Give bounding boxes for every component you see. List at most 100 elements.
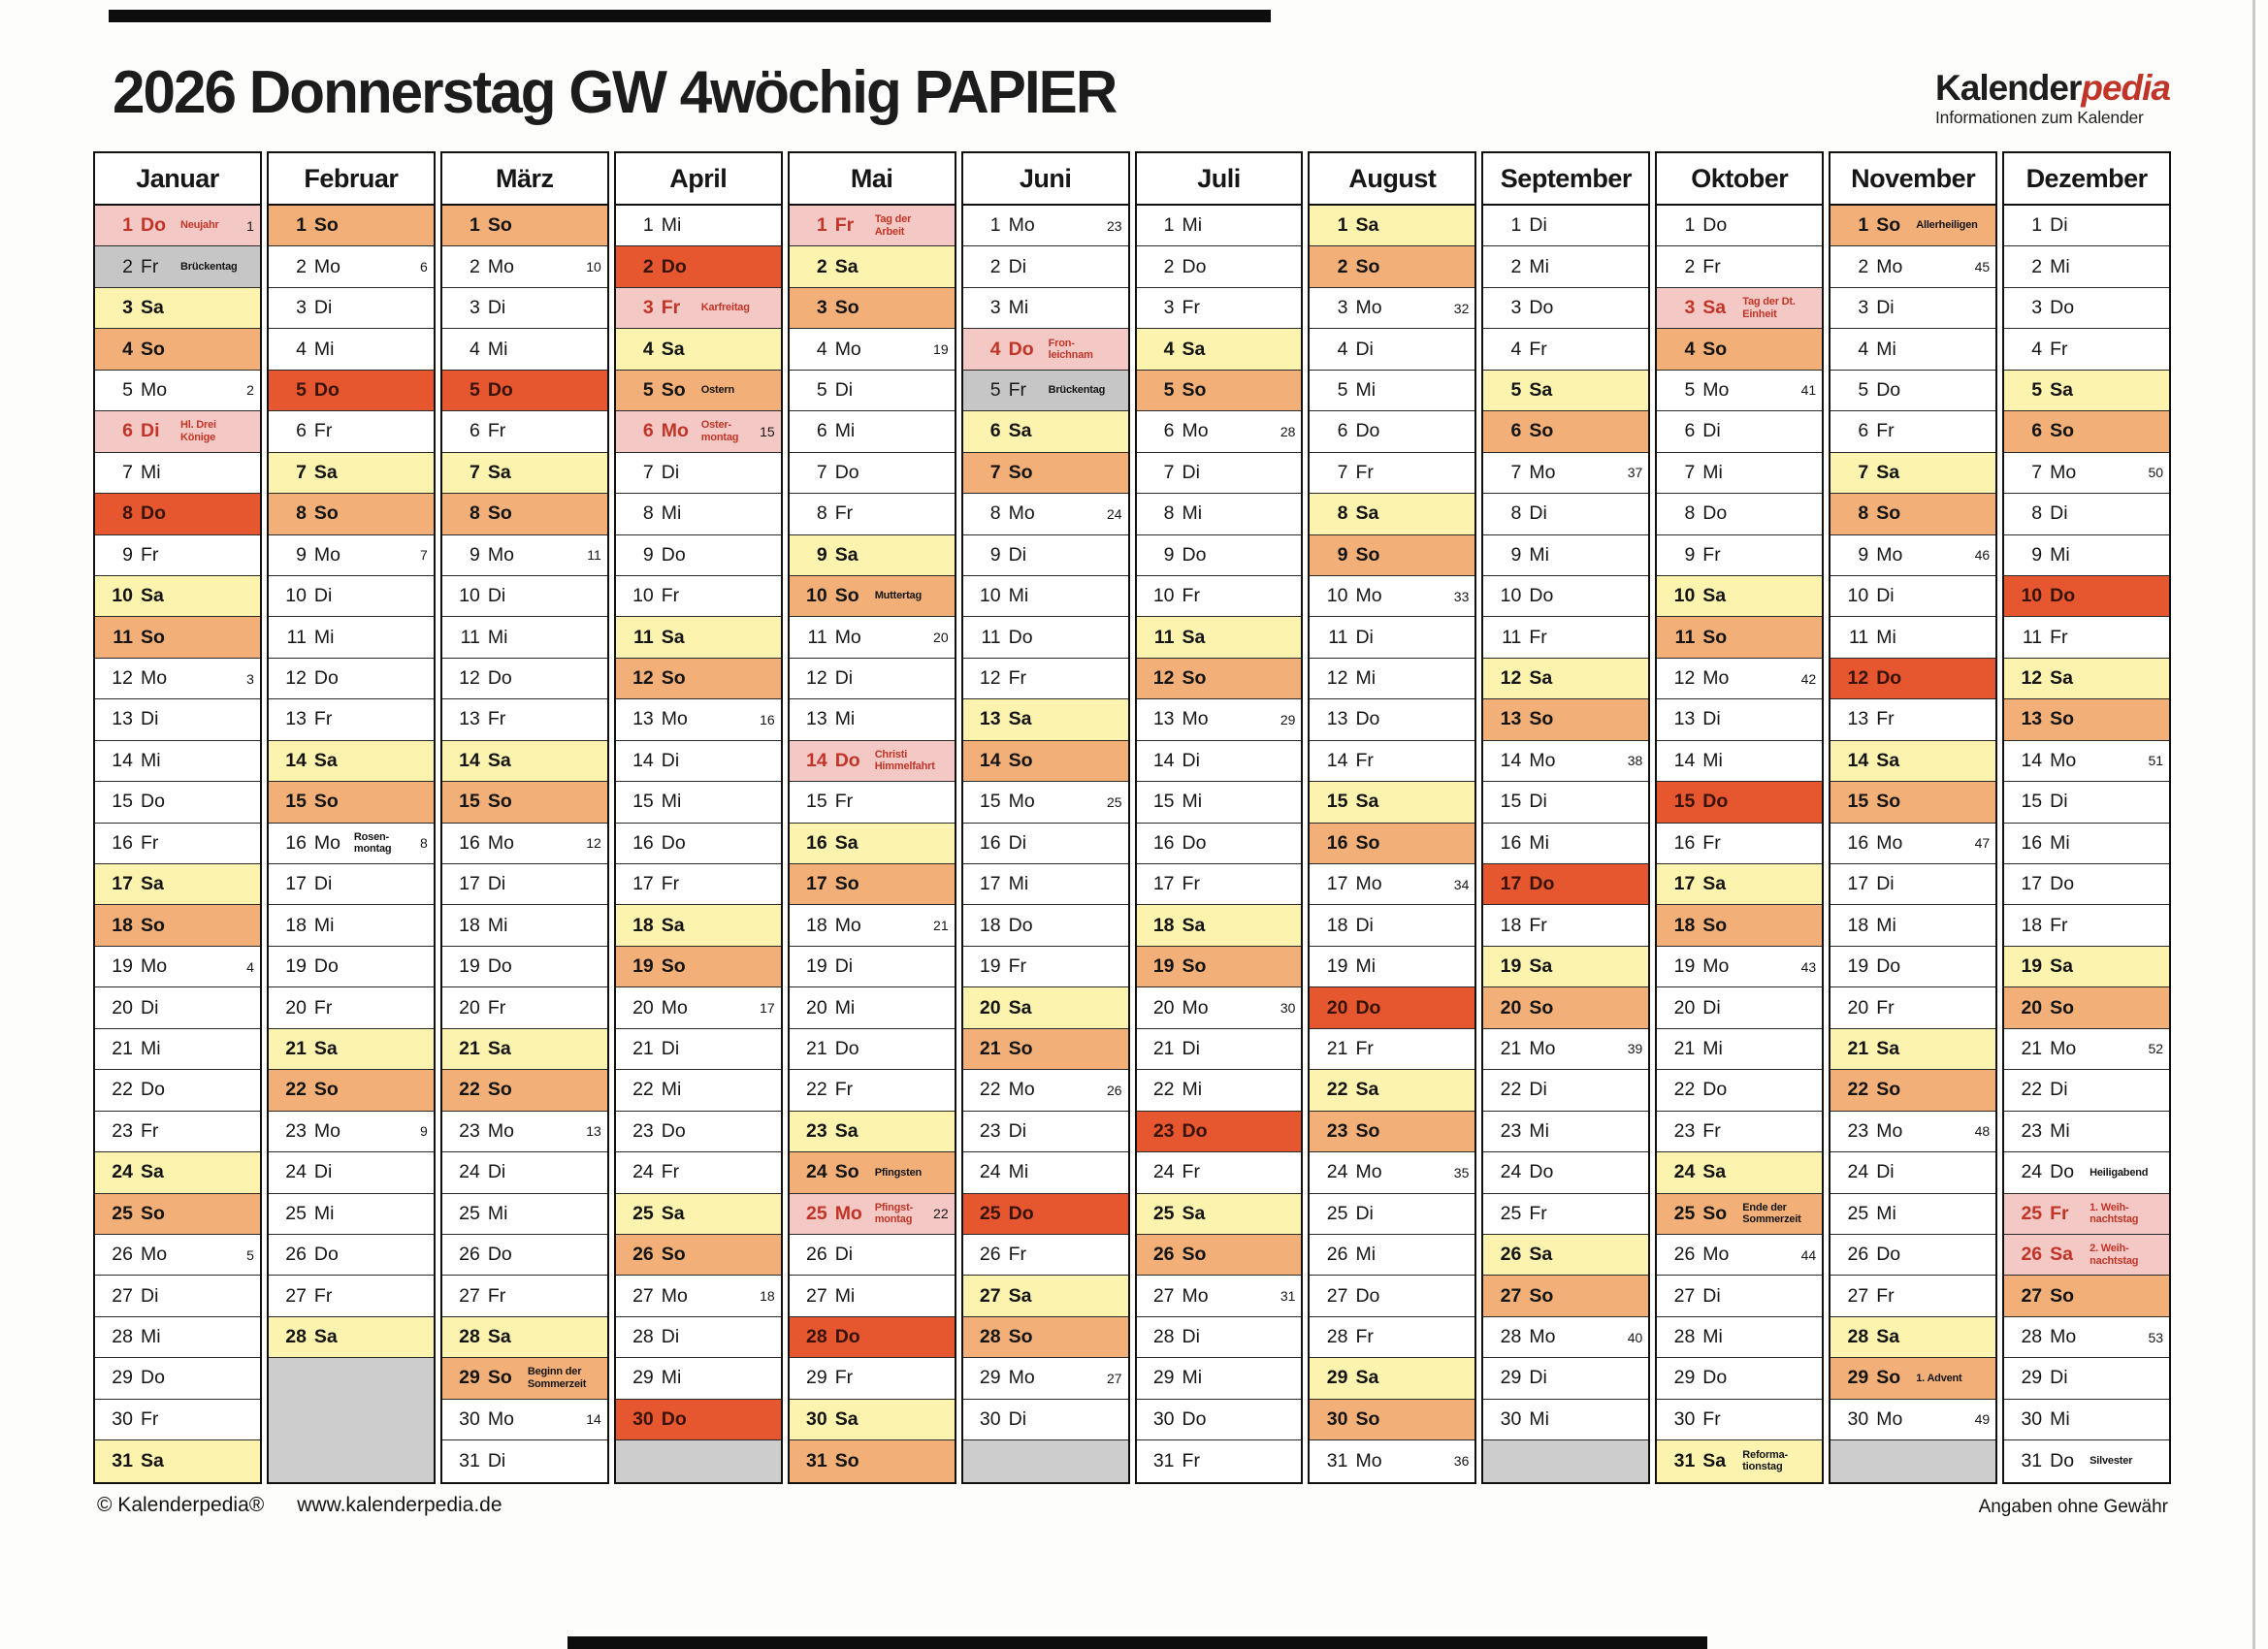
day-number: 24 xyxy=(1847,1161,1869,1183)
weekday-label: Fr xyxy=(661,297,681,319)
weekday-label: So xyxy=(1008,1326,1033,1348)
weekday-label: Mi xyxy=(487,914,508,936)
weekday-label: So xyxy=(313,1079,339,1101)
day-row: 10 Sa xyxy=(1657,575,1823,618)
day-number: 27 xyxy=(1847,1284,1869,1307)
day-row: 28 Fr xyxy=(1310,1316,1475,1359)
day-row: 24 Di xyxy=(441,1152,607,1194)
weekday-label: So xyxy=(834,1449,859,1471)
day-row: 25 Di xyxy=(1310,1193,1475,1235)
day-row: 21 Fr xyxy=(1310,1028,1475,1071)
day-row: 24 Mo 35 xyxy=(1310,1152,1475,1194)
month-table: September 1 Di 2 Mi 3 Do 4 Fr 5 Sa 6 So 7 Mo 37 8 Di 9 Mi 10… xyxy=(1481,151,1651,1484)
weekday-label: Mi xyxy=(1702,1326,1723,1348)
day-number: 14 xyxy=(459,749,480,771)
day-row: 2 Fr xyxy=(1657,246,1823,288)
day-row: 30 Di xyxy=(962,1399,1128,1441)
day-number: 19 xyxy=(459,955,480,978)
day-number: 8 xyxy=(1337,502,1348,525)
day-number: 24 xyxy=(2021,1161,2043,1183)
day-number: 3 xyxy=(469,297,480,319)
weekday-label: Mo xyxy=(834,1202,862,1224)
weekday-label: Sa xyxy=(661,338,685,360)
day-row: 9 Mo 11 xyxy=(441,534,607,576)
week-number: 27 xyxy=(1106,1370,1122,1386)
weekday-label: Sa xyxy=(313,461,338,483)
day-number: 7 xyxy=(1337,461,1348,483)
day-number: 26 xyxy=(1500,1244,1522,1266)
day-number: 7 xyxy=(1858,461,1869,483)
day-row: 22 Fr xyxy=(789,1070,955,1112)
day-row: 3 So xyxy=(789,287,955,330)
weekday-label: Do xyxy=(1529,873,1555,895)
week-number: 36 xyxy=(1453,1453,1470,1470)
day-number: 13 xyxy=(1326,708,1348,730)
day-number: 2 xyxy=(989,255,1001,277)
weekday-label: Di xyxy=(1008,543,1027,566)
day-row: 12 Mo 3 xyxy=(95,658,260,700)
month-table: Oktober 1 Do 2 Fr 3 Sa Tag der Dt. Einheit 4 So 5 M… xyxy=(1655,151,1825,1484)
day-number: 31 xyxy=(805,1449,827,1471)
weekday-label: Mo xyxy=(1182,996,1209,1018)
day-row: 7 Do xyxy=(789,452,955,495)
day-row: 16 Mo 47 xyxy=(1831,823,1996,864)
day-row: 14 Mo 51 xyxy=(2004,740,2170,783)
day-number: 12 xyxy=(979,667,1001,690)
day-note: 1. Weih- nachtstag xyxy=(2090,1201,2139,1226)
day-row: 11 Mi xyxy=(441,617,607,659)
day-row: 22 Di xyxy=(2004,1070,2170,1112)
day-number: 30 xyxy=(632,1407,654,1430)
day-note: Christi Himmelfahrt xyxy=(874,748,935,773)
day-row: 27 Sa xyxy=(962,1276,1128,1317)
day-row: 19 Do xyxy=(1831,946,1996,988)
day-row: 27 Fr xyxy=(1831,1276,1996,1317)
day-number: 31 xyxy=(1152,1449,1175,1471)
day-row: 8 Mi xyxy=(1136,494,1302,535)
weekday-label: Mo xyxy=(141,955,168,978)
weekday-label: Sa xyxy=(141,297,164,319)
day-number: 21 xyxy=(285,1037,307,1059)
day-number: 8 xyxy=(816,502,827,525)
day-row: 2 Do xyxy=(1136,246,1302,288)
day-number: 28 xyxy=(1847,1326,1869,1348)
day-row: 16 So xyxy=(1310,823,1475,864)
weekday-label: Mo xyxy=(661,420,689,442)
day-number: 15 xyxy=(112,791,133,813)
weekday-label: Fr xyxy=(834,1367,854,1389)
day-row: 1 So Allerheiligen xyxy=(1831,206,1996,247)
day-number: 9 xyxy=(1684,543,1696,566)
month-header: Februar xyxy=(268,153,434,206)
day-row: 2 Sa xyxy=(789,246,955,288)
day-number: 13 xyxy=(979,708,1001,730)
weekday-label: Mo xyxy=(141,1244,168,1266)
day-number: 26 xyxy=(2021,1244,2043,1266)
day-row: 4 Di xyxy=(1310,329,1475,371)
day-number: 31 xyxy=(459,1449,480,1471)
weekday-label: So xyxy=(1876,214,1901,237)
month-header: Juni xyxy=(962,153,1128,206)
day-number: 17 xyxy=(285,873,307,895)
day-number: 23 xyxy=(1152,1119,1175,1142)
weekday-label: Sa xyxy=(313,1326,338,1348)
day-number: 15 xyxy=(1326,791,1348,813)
weekday-label: Mi xyxy=(141,1037,161,1059)
weekday-label: Do xyxy=(1182,255,1207,277)
day-number: 25 xyxy=(1847,1202,1869,1224)
month-header: Dezember xyxy=(2004,153,2170,206)
day-row: 30 Mo 49 xyxy=(1831,1399,1996,1441)
weekday-label: Di xyxy=(141,708,159,730)
weekday-label: Mo xyxy=(141,378,168,401)
day-number: 24 xyxy=(459,1161,480,1183)
day-row: 26 Sa xyxy=(1483,1234,1649,1277)
week-number: 40 xyxy=(1627,1329,1643,1345)
day-number: 18 xyxy=(632,914,654,936)
day-number: 4 xyxy=(1858,338,1869,360)
day-number: 11 xyxy=(1848,626,1869,648)
day-number: 11 xyxy=(1328,626,1348,648)
weekday-label: Mo xyxy=(1355,873,1382,895)
day-number: 8 xyxy=(296,502,307,525)
weekday-label: Mo xyxy=(834,338,861,360)
day-number: 21 xyxy=(1326,1037,1348,1059)
day-number: 3 xyxy=(1858,297,1869,319)
weekday-label: Sa xyxy=(1702,585,1727,607)
